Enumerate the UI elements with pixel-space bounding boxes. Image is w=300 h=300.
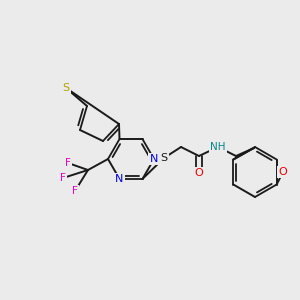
Text: N: N xyxy=(150,154,158,164)
Text: S: S xyxy=(160,153,168,163)
Text: F: F xyxy=(72,186,78,196)
Text: NH: NH xyxy=(210,142,226,152)
Text: O: O xyxy=(279,167,287,177)
Text: F: F xyxy=(65,158,71,168)
Text: N: N xyxy=(115,174,124,184)
Text: S: S xyxy=(62,83,70,93)
Text: F: F xyxy=(60,173,66,183)
Text: O: O xyxy=(195,168,203,178)
